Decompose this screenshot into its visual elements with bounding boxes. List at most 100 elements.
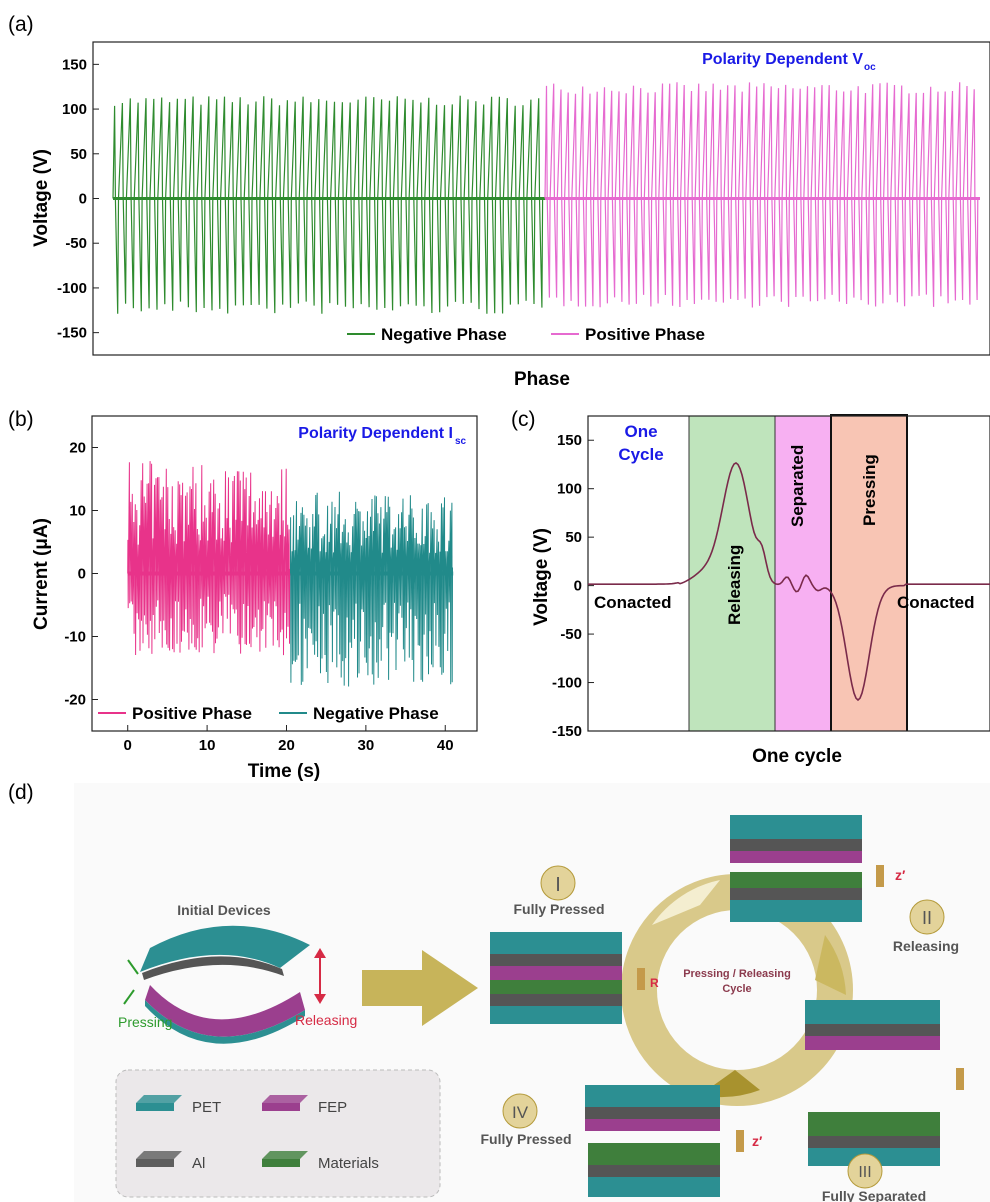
legend-label-al: Al <box>192 1155 205 1172</box>
panel-a-plot-area <box>112 82 980 314</box>
pressing-caption: Pressing <box>118 1014 172 1030</box>
series-line-c <box>588 462 990 702</box>
stage-4-numeral: IV <box>512 1103 529 1122</box>
panel-a-ytick-label: -100 <box>57 280 87 297</box>
panel-a: (a) 150 100 50 0 -50 -100 -150 Polarity Depend… <box>8 13 990 390</box>
stage-3-badge <box>847 1153 883 1189</box>
panel-a-ylabel: Voltage (V) <box>31 149 52 247</box>
stage-4-stack <box>585 1085 720 1197</box>
legend-label-materials: Materials <box>318 1155 379 1172</box>
stage-3-label: Fully Separated <box>822 1188 926 1202</box>
panel-c-ytick-label: -50 <box>560 626 582 643</box>
initial-device-bottom-pet <box>145 1000 305 1044</box>
panel-b-xtick-label: 40 <box>437 737 454 754</box>
stage-1-badge <box>540 865 576 901</box>
stage-1-label: Fully Pressed <box>513 901 604 917</box>
panel-b-ytick-label: 20 <box>69 440 86 457</box>
panel-a-ytick-label: 100 <box>62 101 87 118</box>
region-label-conacted-right: Conacted <box>897 593 974 612</box>
panel-b-xlabel: Time (s) <box>248 761 321 782</box>
panel-c-ytick-label: 150 <box>557 432 582 449</box>
panel-b-ytick-label: -20 <box>64 692 86 709</box>
stage-3-stack <box>805 1000 940 1166</box>
region-pressing <box>831 416 907 731</box>
stage-4-z-label: z′ <box>752 1133 763 1149</box>
panel-c-frame <box>587 415 990 732</box>
stage-1-stack <box>490 932 622 1024</box>
initial-device-top-layer <box>140 925 310 972</box>
stage-1-resistor-icon <box>637 968 645 990</box>
legend-label-positive-phase-b: Positive Phase <box>132 704 252 723</box>
legend-swatch-al <box>136 1151 182 1159</box>
releasing-arrow <box>314 948 326 1004</box>
panel-a-ytick-label: 50 <box>70 146 87 163</box>
legend-label-pet: PET <box>192 1099 221 1116</box>
legend-swatch-pet-side <box>136 1103 174 1111</box>
series-line-negative-phase <box>112 95 544 314</box>
panel-a-legend: Negative Phase Positive Phase <box>347 325 705 344</box>
pressing-arrows <box>123 959 139 1005</box>
panel-b-xtick-label: 30 <box>358 737 375 754</box>
panel-c-corner-label-line1: One <box>624 422 657 441</box>
region-label-releasing: Releasing <box>725 545 744 625</box>
panel-c-ytick-label: 50 <box>565 529 582 546</box>
stage-2-stack <box>730 815 862 922</box>
series-line-b-negative-phase <box>290 491 453 687</box>
panel-c-plot-area <box>588 462 990 702</box>
panel-c-xlabel: One cycle <box>752 746 842 767</box>
material-legend: PET FEP Al Materials <box>136 1095 379 1172</box>
region-label-separated: Separated <box>788 445 807 527</box>
panel-d: (d) Initial Devices Pressing Releasing P… <box>8 781 990 1202</box>
panel-a-xlabel: Phase <box>514 369 570 390</box>
stage-3-resistor-icon <box>956 1068 964 1090</box>
series-line-positive-phase <box>544 82 979 308</box>
panel-a-y-axis: 150 100 50 0 -50 -100 -150 <box>57 56 99 342</box>
legend-swatch-materials <box>262 1151 308 1159</box>
panel-c-ylabel: Voltage (V) <box>531 528 552 626</box>
legend-swatch-al-side <box>136 1159 174 1167</box>
panel-a-ytick-label: 150 <box>62 56 87 73</box>
region-label-conacted-left: Conacted <box>594 593 671 612</box>
panel-b-xtick-label: 10 <box>199 737 216 754</box>
legend-swatch-fep <box>262 1095 308 1103</box>
panel-c-corner-label-line2: Cycle <box>618 445 663 464</box>
legend-swatch-materials-side <box>262 1159 300 1167</box>
legend-swatch-fep-side <box>262 1103 300 1111</box>
panel-b-axes: 20 10 0 -10 -20 0 10 20 30 40 <box>64 440 453 755</box>
panel-a-ytick-label: -50 <box>65 235 87 252</box>
panel-b-label: (b) <box>8 408 34 431</box>
panel-c-ytick-label: 100 <box>557 481 582 498</box>
panel-b-title: Polarity Dependent I <box>298 425 453 442</box>
panel-b-plot-area <box>127 461 454 687</box>
panel-b-xtick-label: 0 <box>124 737 132 754</box>
panel-b: (b) 20 10 0 -10 -20 0 10 20 30 40 Polarity Depend… <box>8 408 478 782</box>
panel-b-ytick-label: 10 <box>69 503 86 520</box>
stage-2-numeral: II <box>922 908 932 928</box>
releasing-caption: Releasing <box>295 1012 357 1028</box>
cycle-arrow-1-icon <box>652 880 720 925</box>
stage-2-badge <box>909 899 945 935</box>
panel-a-title-subscript: oc <box>864 62 876 73</box>
panel-b-title-subscript: sc <box>455 436 467 447</box>
region-separated <box>775 416 831 731</box>
stage-2-label: Releasing <box>893 938 959 954</box>
panel-b-ytick-label: -10 <box>64 629 86 646</box>
initial-device-illustration <box>140 925 310 1044</box>
stage-4-label: Fully Pressed <box>480 1131 571 1147</box>
panel-c: (c) 150 100 50 0 -50 -100 -150 One Cycle Conac… <box>511 408 990 767</box>
region-label-pressing: Pressing <box>860 454 879 526</box>
panel-b-ylabel: Current (μA) <box>31 518 52 630</box>
panel-c-ytick-label: -150 <box>552 723 582 740</box>
panel-a-ytick-label: -150 <box>57 325 87 342</box>
panel-c-regions <box>688 414 908 731</box>
panel-b-legend: Positive Phase Negative Phase <box>98 704 439 723</box>
stage-2-z-label: z′ <box>895 867 906 883</box>
panel-a-label: (a) <box>8 13 34 36</box>
initial-devices-title: Initial Devices <box>177 902 271 918</box>
stage-3-numeral: III <box>858 1164 871 1181</box>
material-legend-box <box>115 1069 441 1198</box>
panel-c-label: (c) <box>511 408 536 431</box>
stage-1-resistor-label: R <box>650 976 659 990</box>
panel-b-ytick-label: 0 <box>78 566 86 583</box>
